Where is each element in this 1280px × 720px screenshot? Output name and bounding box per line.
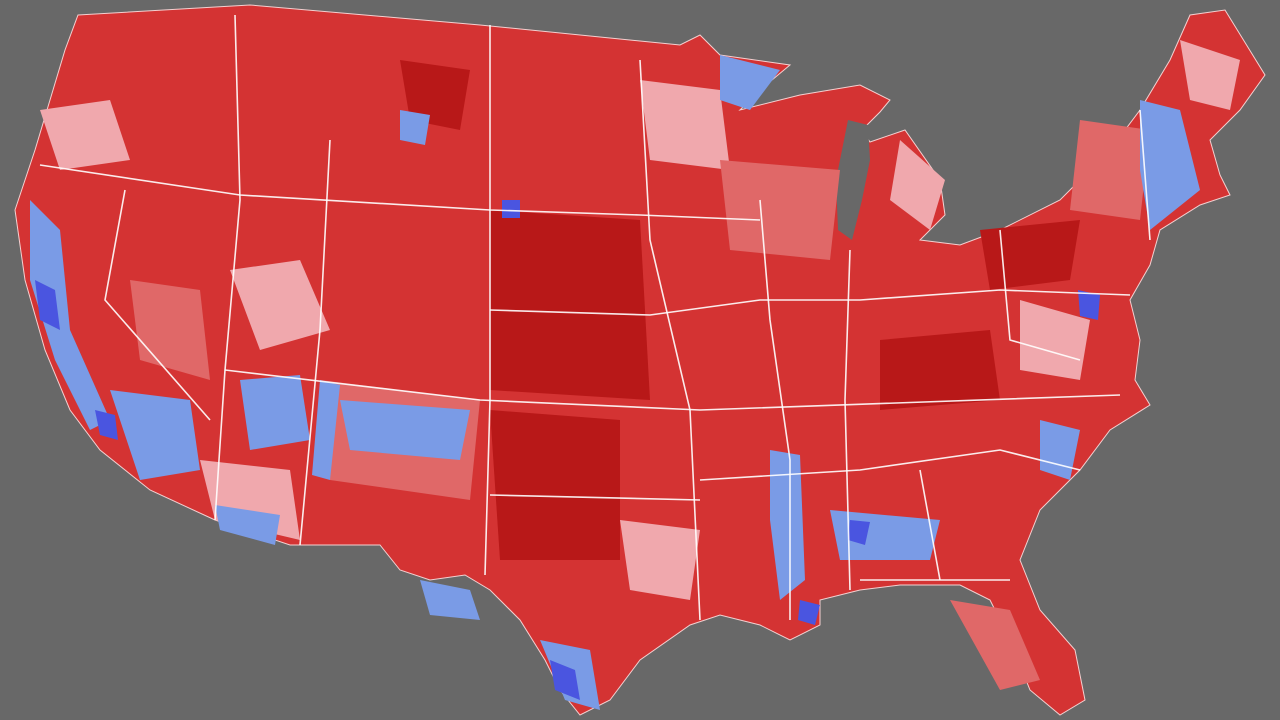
region xyxy=(1180,40,1240,110)
region xyxy=(1070,120,1150,220)
region xyxy=(130,280,210,380)
region xyxy=(312,380,340,480)
state-border xyxy=(224,369,1121,411)
state-border xyxy=(299,139,331,546)
region xyxy=(1078,290,1100,320)
region xyxy=(230,260,330,350)
dark-red-areas xyxy=(400,60,1080,560)
region xyxy=(980,220,1080,290)
region xyxy=(420,580,480,620)
state-border xyxy=(844,249,851,591)
region xyxy=(340,400,470,460)
region xyxy=(1140,100,1200,230)
state-border xyxy=(1139,109,1151,241)
state-border xyxy=(214,14,241,521)
state-border xyxy=(639,59,701,621)
state-border xyxy=(919,469,941,581)
region xyxy=(1020,300,1090,380)
region xyxy=(720,55,780,110)
region xyxy=(798,600,820,625)
dark-blue-areas xyxy=(35,200,1100,700)
region xyxy=(890,140,945,230)
lake-michigan xyxy=(836,120,870,240)
region xyxy=(400,110,430,145)
state-border xyxy=(489,494,701,501)
state-border xyxy=(999,229,1081,361)
state-border xyxy=(759,199,791,620)
region xyxy=(35,280,60,330)
state-border xyxy=(104,189,211,421)
blue-areas xyxy=(30,55,1200,710)
region xyxy=(95,410,118,440)
region xyxy=(950,600,1040,690)
region xyxy=(400,60,470,130)
state-border xyxy=(699,449,1081,481)
region xyxy=(502,200,520,218)
region xyxy=(880,330,1000,410)
region xyxy=(550,660,580,700)
region xyxy=(620,520,700,600)
region xyxy=(640,80,730,170)
region xyxy=(490,210,650,400)
region xyxy=(720,160,840,260)
region xyxy=(215,505,280,545)
region xyxy=(30,200,110,430)
region xyxy=(1040,420,1080,480)
region xyxy=(40,100,130,170)
region xyxy=(240,375,310,450)
state-border xyxy=(489,289,1131,316)
state-borders xyxy=(39,14,1151,621)
region xyxy=(848,520,870,545)
region xyxy=(490,410,620,560)
region xyxy=(110,390,200,480)
region xyxy=(770,450,805,600)
